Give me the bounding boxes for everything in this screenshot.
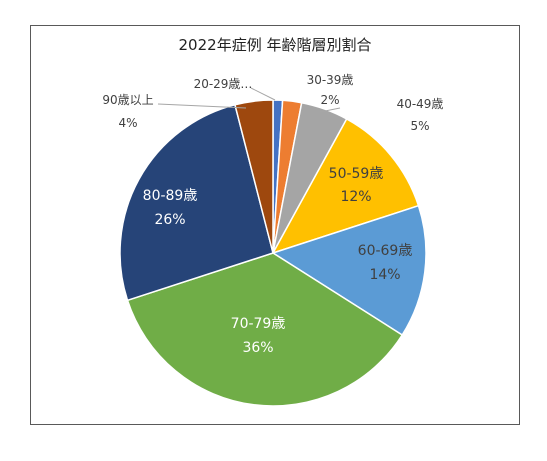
slice-percent-label: 5% [410,119,429,133]
slice-percent-label: 36% [242,340,273,356]
pie-slice [126,252,404,407]
pie-slice [119,103,274,302]
pie-slice [234,99,274,254]
leader-line [250,87,276,101]
slice-label: 70-79歳 [231,316,286,332]
pie-slice [271,117,420,255]
chart-title: 2022年症例 年齢階層別割合 [178,36,372,54]
slice-percent-label: 26% [154,212,185,228]
leader-line [157,103,247,109]
slice-percent-label: 4% [118,116,137,130]
leader-line [319,107,341,113]
slice-label: 60-69歳 [358,243,413,259]
slice-label: 40-49歳 [397,97,444,111]
slice-percent-label: 12% [340,189,371,205]
slice-label: 50-59歳 [329,166,384,182]
slice-percent-label: 2% [320,93,339,107]
slice-percent-label: 14% [369,267,400,283]
slice-label: 90歳以上 [102,93,153,107]
pie-slice [271,204,427,337]
slice-label: 20-29歳… [194,77,253,91]
slice-label: 30-39歳 [307,73,354,87]
slice-label: 80-89歳 [143,188,198,204]
